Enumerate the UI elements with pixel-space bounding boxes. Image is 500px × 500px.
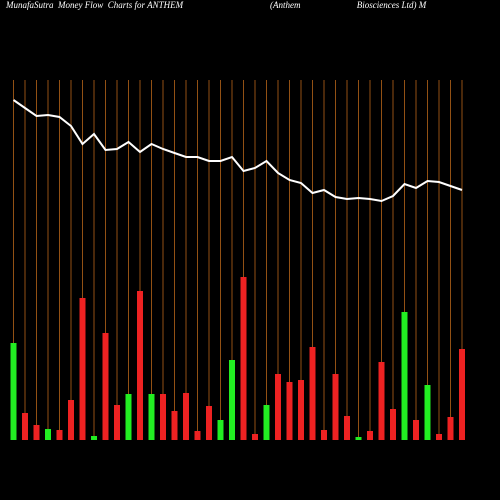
bar <box>194 431 201 440</box>
bar <box>217 420 224 440</box>
bar <box>240 277 247 440</box>
bar <box>183 393 189 440</box>
bar <box>355 437 362 440</box>
bar <box>125 394 132 440</box>
bar <box>91 436 97 440</box>
bar <box>367 431 373 440</box>
bar <box>160 394 166 440</box>
bar <box>436 434 442 440</box>
chart-title: MunafaSutra Money Flow Charts for ANTHEM <box>5 0 184 10</box>
bar <box>114 405 120 440</box>
bar <box>206 406 212 440</box>
bar <box>401 312 408 440</box>
bar <box>378 362 385 440</box>
bar <box>390 409 396 440</box>
bar <box>413 420 419 440</box>
bar <box>309 347 316 440</box>
bar <box>424 385 431 440</box>
bar <box>447 417 454 440</box>
bar <box>298 380 304 440</box>
bar <box>45 429 51 440</box>
chart-subtitle: (Anthem Biosciences Ltd) M <box>270 0 427 10</box>
bar <box>79 298 86 440</box>
bar <box>332 374 339 440</box>
bar <box>171 411 178 440</box>
bar <box>68 400 74 440</box>
bar <box>252 434 258 440</box>
bar <box>286 382 293 440</box>
bar <box>263 405 270 440</box>
bar <box>56 430 63 440</box>
bar <box>344 416 350 440</box>
bar <box>22 413 28 440</box>
bar <box>275 374 281 440</box>
bar <box>321 430 327 440</box>
bar <box>33 425 40 440</box>
bar <box>10 343 17 440</box>
bar <box>148 394 155 440</box>
bar <box>229 360 235 440</box>
bar <box>459 349 465 440</box>
price-line <box>12 99 463 203</box>
bar <box>137 291 143 440</box>
bar <box>102 333 109 440</box>
